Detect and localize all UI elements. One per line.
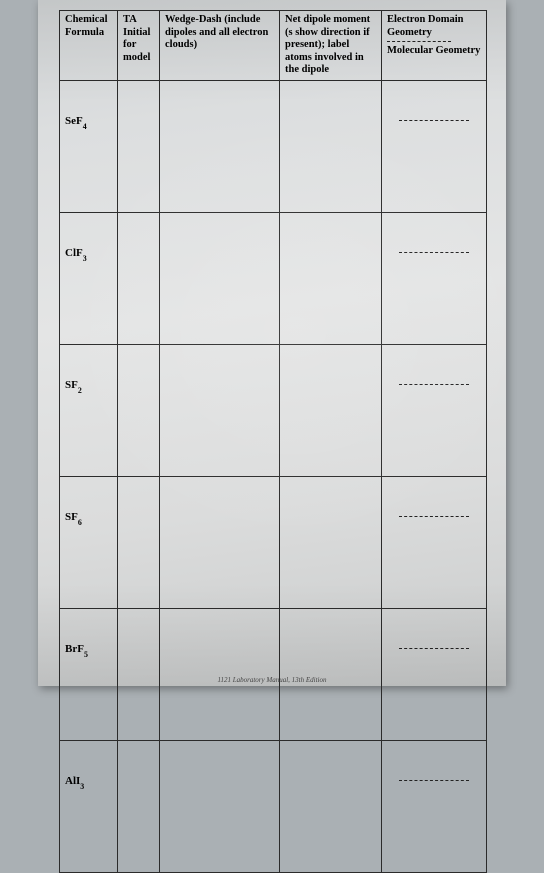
col-header-ta: TA Initial for model	[118, 11, 160, 81]
table-row: SF2	[60, 344, 487, 476]
table-row: SeF4	[60, 80, 487, 212]
page-footer: 1121 Laboratory Manual, 13th Edition	[38, 676, 506, 684]
answer-blank	[399, 120, 469, 121]
cell-geometry	[382, 476, 487, 608]
cell-formula: BrF5	[60, 608, 118, 740]
cell-wedge	[160, 476, 280, 608]
cell-wedge	[160, 212, 280, 344]
col-header-formula: Chemical Formula	[60, 11, 118, 81]
col-header-dipole: Net dipole moment (s show direction if p…	[280, 11, 382, 81]
cell-formula: AlI3	[60, 740, 118, 872]
table-row: SF6	[60, 476, 487, 608]
col-header-wedge: Wedge-Dash (include dipoles and all elec…	[160, 11, 280, 81]
cell-geometry	[382, 344, 487, 476]
cell-formula: ClF3	[60, 212, 118, 344]
answer-blank	[399, 780, 469, 781]
cell-formula: SeF4	[60, 80, 118, 212]
header-row: Chemical Formula TA Initial for model We…	[60, 11, 487, 81]
table-row: BrF5	[60, 608, 487, 740]
answer-blank	[399, 516, 469, 517]
worksheet-page: Chemical Formula TA Initial for model We…	[38, 0, 506, 686]
cell-ta	[118, 740, 160, 872]
cell-formula: SF6	[60, 476, 118, 608]
answer-blank	[399, 384, 469, 385]
cell-wedge	[160, 608, 280, 740]
cell-dipole	[280, 476, 382, 608]
cell-dipole	[280, 608, 382, 740]
answer-blank	[399, 252, 469, 253]
table-row: AlI3	[60, 740, 487, 872]
col-header-geometry: Electron Domain Geometry Molecular Geome…	[382, 11, 487, 81]
cell-geometry	[382, 80, 487, 212]
cell-ta	[118, 344, 160, 476]
cell-ta	[118, 476, 160, 608]
cell-dipole	[280, 80, 382, 212]
cell-ta	[118, 608, 160, 740]
cell-wedge	[160, 740, 280, 872]
cell-dipole	[280, 212, 382, 344]
chemistry-table: Chemical Formula TA Initial for model We…	[59, 10, 487, 873]
cell-wedge	[160, 80, 280, 212]
cell-ta	[118, 80, 160, 212]
cell-geometry	[382, 212, 487, 344]
cell-ta	[118, 212, 160, 344]
cell-geometry	[382, 608, 487, 740]
geom-bottom-label: Molecular Geometry	[387, 45, 480, 56]
cell-formula: SF2	[60, 344, 118, 476]
cell-geometry	[382, 740, 487, 872]
table-row: ClF3	[60, 212, 487, 344]
cell-wedge	[160, 344, 280, 476]
answer-blank	[399, 648, 469, 649]
cell-dipole	[280, 740, 382, 872]
geom-divider	[387, 41, 451, 42]
geom-top-label: Electron Domain Geometry	[387, 14, 464, 38]
cell-dipole	[280, 344, 382, 476]
